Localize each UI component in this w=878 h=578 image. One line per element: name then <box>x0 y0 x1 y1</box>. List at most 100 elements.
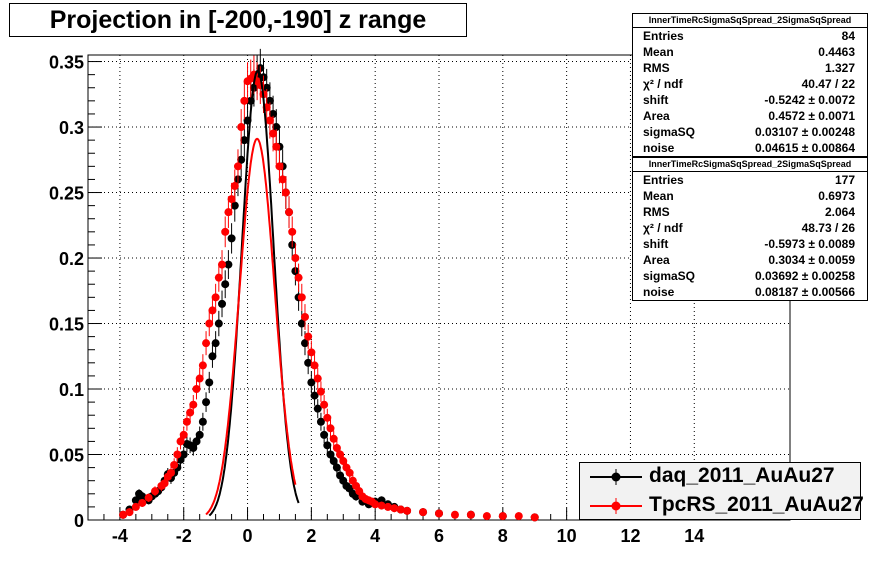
tpcrs-point <box>131 502 140 511</box>
stats-value: 0.04615 ± 0.00864 <box>754 141 855 155</box>
stats-value: 84 <box>841 29 855 43</box>
stats-label: shift <box>643 93 669 107</box>
x-tick-label: 12 <box>620 526 640 546</box>
tpcrs-point <box>173 447 182 462</box>
legend-entry-daq: daq_2011_AuAu27 <box>580 463 860 491</box>
tpcrs-point <box>205 310 214 337</box>
tpcrs-point <box>151 486 160 497</box>
tpcrs-point <box>310 354 319 377</box>
tpcrs-point <box>224 196 233 229</box>
stats-row-sigmasq: sigmaSQ 0.03692 ± 0.00258 <box>633 268 867 284</box>
tpcrs-point <box>160 477 169 489</box>
tpcrs-point <box>530 513 539 522</box>
daq-point <box>221 270 230 299</box>
daq-point <box>332 461 341 475</box>
daq-point <box>179 447 188 462</box>
stats-value: 0.6973 <box>818 189 855 203</box>
stats-label: RMS <box>643 61 670 75</box>
tpcrs-point <box>345 466 354 480</box>
stats-value: 0.4463 <box>818 45 855 59</box>
stats-label: noise <box>643 141 675 155</box>
x-tick-label: 0 <box>243 526 253 546</box>
tpcrs-point <box>482 512 491 521</box>
stats-row-area: Area 0.3034 ± 0.0059 <box>633 252 867 268</box>
legend-label-tpcrs: TpcRS_2011_AuAu27 <box>649 493 864 516</box>
tpcrs-point <box>297 283 306 311</box>
daq-point <box>307 371 316 394</box>
stats-row-rms: RMS 1.327 <box>633 60 867 76</box>
stats-row-noise: noise 0.04615 ± 0.00864 <box>633 140 867 156</box>
daq-point <box>224 250 233 280</box>
tpcrs-point <box>294 263 303 292</box>
daq-point <box>237 142 246 177</box>
tpcrs-point <box>403 506 412 515</box>
tpcrs-point <box>170 458 179 472</box>
x-tick-label: 4 <box>370 526 380 546</box>
stats-value: 0.03692 ± 0.00258 <box>754 269 855 283</box>
tpcrs-point <box>138 498 147 507</box>
stats-value: 0.03107 ± 0.00248 <box>754 125 855 139</box>
stats-value: -0.5242 ± 0.0072 <box>764 93 855 107</box>
stats-label: Mean <box>643 45 674 59</box>
daq-point <box>208 344 217 368</box>
tpcrs-point <box>179 426 188 444</box>
stats-box-tpcrs: InnerTimeRcSigmaSqSpread_2SigmaSqSpread … <box>632 157 868 301</box>
tpcrs-point <box>307 340 316 365</box>
chart-title-box: Projection in [-200,-190] z range <box>9 3 467 37</box>
stats-row-rms: RMS 2.064 <box>633 204 867 220</box>
legend-marker-tpcrs <box>590 498 642 514</box>
tpcrs-point <box>119 510 128 519</box>
tpcrs-point <box>466 510 475 519</box>
tpcrs-point <box>291 243 300 273</box>
stats-row-sigmasq: sigmaSQ 0.03107 ± 0.00248 <box>633 124 867 140</box>
tpcrs-point <box>390 504 399 513</box>
stats-row-chi2: χ² / ndf 48.73 / 26 <box>633 220 867 236</box>
x-tick-label: 2 <box>306 526 316 546</box>
tpcrs-point <box>211 283 220 311</box>
daq-point <box>227 223 236 254</box>
tpcrs-point <box>498 512 507 521</box>
tpcrs-point <box>182 412 191 431</box>
daq-point <box>214 310 223 337</box>
stats-value: 40.47 / 22 <box>801 77 855 91</box>
y-tick-label: 0.25 <box>49 184 84 204</box>
tpcrs-point <box>125 508 134 517</box>
legend-marker-daq <box>590 469 642 485</box>
stats-value: 0.4572 ± 0.0071 <box>768 109 855 123</box>
chart-legend: daq_2011_AuAu27 TpcRS_2011_AuAu27 <box>579 462 864 520</box>
stats-label: Entries <box>643 29 684 43</box>
stats-value: 0.3034 ± 0.0059 <box>768 253 855 267</box>
daq-fit-curve <box>208 69 300 517</box>
stats-label: shift <box>643 237 669 251</box>
tpcrs-point <box>371 500 380 509</box>
stats-value: 177 <box>834 173 855 187</box>
stats-row-entries: Entries 177 <box>633 172 867 188</box>
tpcrs-point <box>419 508 428 517</box>
x-tick-label: -2 <box>176 526 192 546</box>
x-tick-label: 10 <box>557 526 577 546</box>
stats-label: Area <box>643 109 670 123</box>
tpcrs-point <box>450 510 459 519</box>
stats-label: χ² / ndf <box>643 77 683 91</box>
tpcrs-point <box>218 250 227 280</box>
stats-label: χ² / ndf <box>643 221 683 235</box>
legend-label-daq: daq_2011_AuAu27 <box>649 464 835 487</box>
stats-label: Entries <box>643 173 684 187</box>
tpcrs-point <box>435 509 443 518</box>
stats-row-area: Area 0.4572 ± 0.0071 <box>633 108 867 124</box>
tpcrs-point <box>202 331 211 356</box>
tpcrs-point <box>329 430 338 447</box>
y-tick-label: 0.3 <box>59 118 84 138</box>
legend-entry-tpcrs: TpcRS_2011_AuAu27 <box>580 492 864 520</box>
tpcrs-point <box>237 109 246 145</box>
stats-box-daq: InnerTimeRcSigmaSqSpread_2SigmaSqSpread … <box>632 13 868 157</box>
tpcrs-point <box>198 354 207 377</box>
stats-value: -0.5973 ± 0.0089 <box>764 237 855 251</box>
stats-value: 0.08187 ± 0.00566 <box>754 285 855 299</box>
tpcrs-point <box>326 419 335 437</box>
stats-row-noise: noise 0.08187 ± 0.00566 <box>633 284 867 300</box>
tpcrs-point <box>304 324 313 349</box>
daq-point <box>313 399 322 419</box>
x-tick-label: 6 <box>434 526 444 546</box>
tpcrs-point <box>285 196 294 229</box>
